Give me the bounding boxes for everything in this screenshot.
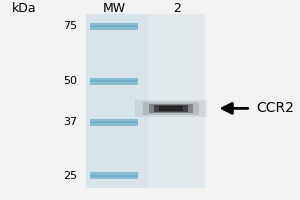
- Text: 75: 75: [63, 21, 77, 31]
- Text: 25: 25: [63, 171, 77, 181]
- Bar: [90, 121, 138, 123]
- Bar: [148, 14, 205, 188]
- Text: kDa: kDa: [12, 2, 37, 15]
- Bar: [135, 100, 207, 117]
- Bar: [143, 102, 199, 115]
- Text: 37: 37: [63, 117, 77, 127]
- Bar: [159, 106, 183, 111]
- Text: CCR2: CCR2: [256, 101, 294, 115]
- Bar: [90, 175, 138, 177]
- Bar: [90, 25, 138, 27]
- Bar: [90, 172, 138, 179]
- Bar: [86, 14, 205, 188]
- Bar: [90, 78, 138, 85]
- Text: MW: MW: [103, 2, 126, 15]
- Bar: [154, 105, 188, 112]
- Text: 2: 2: [173, 2, 181, 15]
- Bar: [149, 104, 193, 113]
- Bar: [90, 80, 138, 82]
- Text: 50: 50: [63, 76, 77, 86]
- Bar: [90, 23, 138, 30]
- Bar: [90, 119, 138, 126]
